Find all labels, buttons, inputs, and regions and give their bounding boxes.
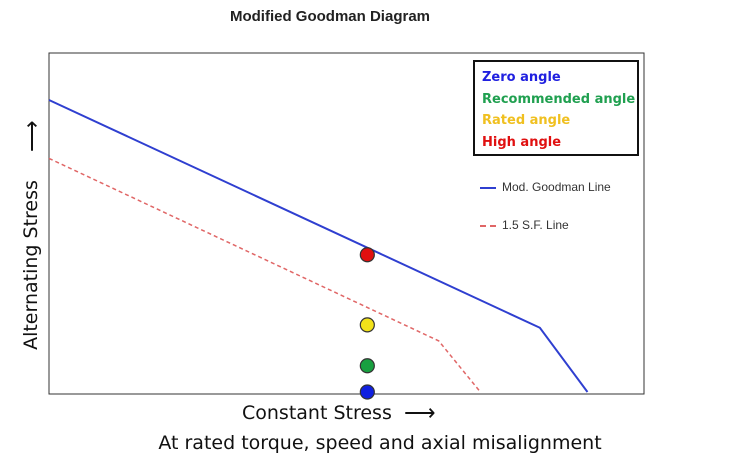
series-layer	[48, 99, 589, 393]
legend-sf-label: 1.5 S.F. Line	[502, 218, 569, 232]
y-axis-label: Alternating Stress	[20, 180, 42, 350]
data-point-recommended-angle	[359, 358, 375, 374]
x-axis-label: Constant Stress	[242, 402, 392, 424]
legend-goodman-label: Mod. Goodman Line	[502, 180, 611, 194]
series-line-goodman	[48, 99, 589, 393]
dashed-line-swatch-icon	[480, 224, 496, 227]
solid-line-swatch-icon	[480, 186, 496, 189]
legend-item-rated-angle: Rated angle	[482, 113, 571, 128]
plot-frame	[48, 52, 645, 395]
y-axis-arrow-icon: ⟶	[19, 120, 44, 152]
data-point-zero-angle	[359, 384, 375, 400]
series-line-safety-factor	[48, 157, 481, 393]
chart-subtitle: At rated torque, speed and axial misalig…	[158, 432, 602, 454]
data-point-high-angle	[359, 247, 375, 263]
data-point-rated-angle	[359, 317, 375, 333]
legend-item-zero-angle: Zero angle	[482, 70, 561, 85]
legend-item-high-angle: High angle	[482, 134, 562, 150]
x-axis-arrow-icon: ⟶	[404, 400, 436, 425]
angle-legend: Zero angle Recommended angle Rated angle…	[473, 60, 639, 156]
points-layer	[359, 247, 375, 400]
legend-goodman-line: Mod. Goodman Line	[480, 180, 611, 194]
legend-item-recommended-angle: Recommended angle	[482, 91, 636, 107]
chart-title: Modified Goodman Diagram	[229, 8, 430, 25]
legend-sf-line: 1.5 S.F. Line	[480, 218, 569, 232]
